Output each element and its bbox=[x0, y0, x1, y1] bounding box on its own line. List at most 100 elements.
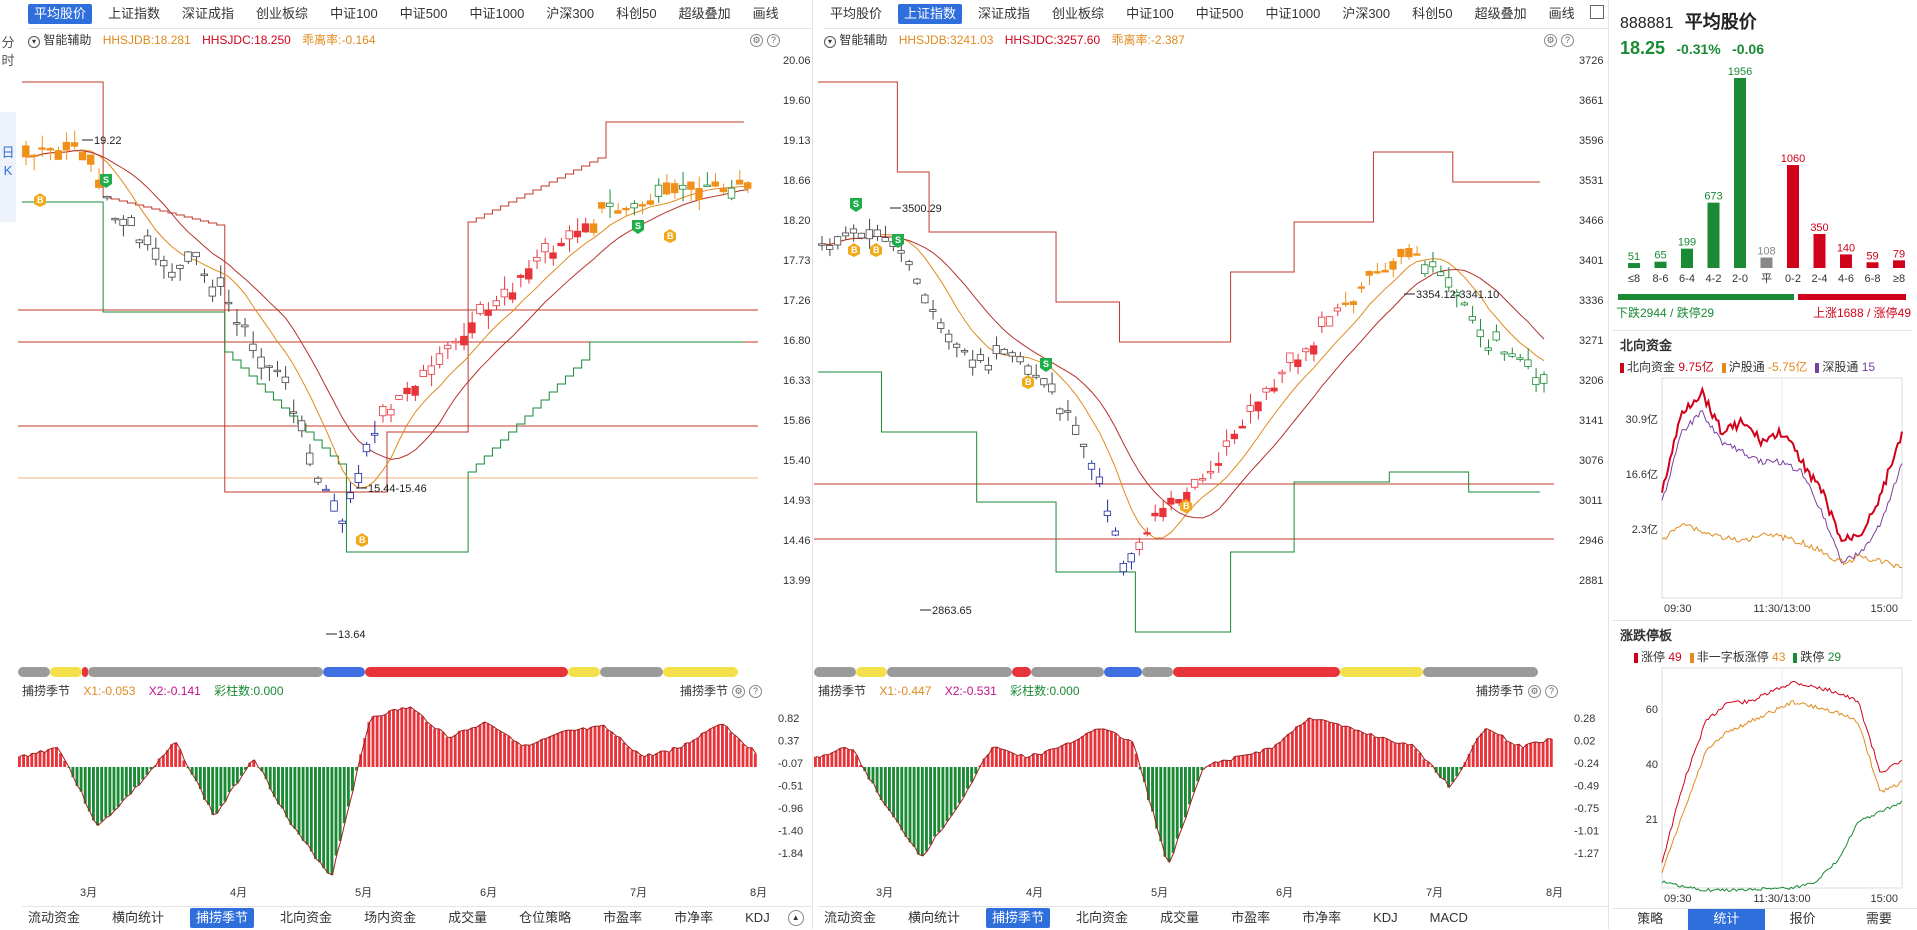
season-segment bbox=[50, 667, 82, 677]
oscillator-bar bbox=[754, 754, 757, 767]
left-bottom-tab-1[interactable]: 横向统计 bbox=[106, 908, 170, 928]
left-bottom-tab-4[interactable]: 场内资金 bbox=[358, 908, 422, 928]
price-axis-label: 19.13 bbox=[783, 135, 810, 147]
oscillator-bar bbox=[843, 747, 846, 767]
help-icon[interactable]: ? bbox=[749, 685, 762, 698]
left-bottom-tab-8[interactable]: 市净率 bbox=[668, 908, 719, 928]
left-tab-7[interactable]: 沪深300 bbox=[540, 4, 600, 24]
right-tab-7[interactable]: 沪深300 bbox=[1336, 4, 1396, 24]
indicator-name[interactable]: 智能辅助 bbox=[839, 33, 887, 47]
right-tab-10[interactable]: 画线 bbox=[1543, 4, 1581, 24]
right-bottom-tab-1[interactable]: 横向统计 bbox=[902, 908, 966, 928]
left-tab-9[interactable]: 超级叠加 bbox=[673, 4, 737, 24]
right-tab-2[interactable]: 深证成指 bbox=[972, 4, 1036, 24]
left-tab-4[interactable]: 中证100 bbox=[324, 4, 384, 24]
sub-indicator-name[interactable]: 捕捞季节 bbox=[818, 684, 866, 698]
left-bottom-tab-6[interactable]: 仓位策略 bbox=[513, 908, 577, 928]
collapse-icon[interactable]: ▾ bbox=[824, 36, 836, 48]
candle-body bbox=[826, 245, 832, 249]
oscillator-bar bbox=[207, 767, 210, 805]
window-icon[interactable] bbox=[1590, 5, 1604, 19]
collapse-icon[interactable]: ▾ bbox=[28, 36, 40, 48]
left-tab-0[interactable]: 平均股价 bbox=[28, 4, 92, 24]
right-tab-1[interactable]: 上证指数 bbox=[898, 4, 962, 24]
candle-body bbox=[71, 143, 78, 147]
settings-icon[interactable]: ⚙ bbox=[732, 685, 745, 698]
left-kline-chart[interactable]: 20.0619.6019.1318.6618.2017.7317.2616.80… bbox=[18, 52, 810, 662]
right-tab-8[interactable]: 科创50 bbox=[1406, 4, 1458, 24]
help-icon[interactable]: ? bbox=[1545, 685, 1558, 698]
right-tab-9[interactable]: 超级叠加 bbox=[1469, 4, 1533, 24]
oscillator-bar bbox=[594, 726, 597, 767]
oscillator-bar bbox=[569, 730, 572, 767]
oscillator-bar bbox=[1246, 755, 1249, 767]
settings-icon[interactable]: ⚙? bbox=[1540, 30, 1574, 50]
side-tab-daily-k[interactable]: 日K bbox=[0, 112, 16, 222]
sidebar-tab-0[interactable]: 策略 bbox=[1612, 909, 1688, 930]
settings-icon[interactable]: ⚙? bbox=[746, 30, 780, 50]
right-bottom-tab-4[interactable]: 成交量 bbox=[1154, 908, 1205, 928]
month-axis-label: 8月 bbox=[750, 887, 767, 899]
left-tab-6[interactable]: 中证1000 bbox=[463, 4, 530, 24]
right-bottom-tab-0[interactable]: 流动资金 bbox=[818, 908, 882, 928]
price-axis-label: 16.33 bbox=[783, 375, 810, 387]
oscillator-bar bbox=[528, 745, 531, 767]
season-segment bbox=[18, 667, 50, 677]
settings-icon[interactable]: ⚙ bbox=[1528, 685, 1541, 698]
left-bottom-tab-5[interactable]: 成交量 bbox=[442, 908, 493, 928]
distribution-category: 2-0 bbox=[1732, 273, 1748, 285]
candle-body bbox=[542, 243, 549, 251]
left-indicator-bar: ▾ 智能辅助 HHSJDB:18.281 HHSJDC:18.250 乖离率:-… bbox=[28, 30, 808, 50]
right-bottom-tab-2[interactable]: 捕捞季节 bbox=[986, 908, 1050, 928]
left-bottom-tab-0[interactable]: 流动资金 bbox=[22, 908, 86, 928]
side-tab-fenshi[interactable]: 分时 bbox=[0, 34, 16, 74]
sidebar-tab-2[interactable]: 报价 bbox=[1765, 909, 1841, 930]
sidebar-tab-3[interactable]: 需要 bbox=[1841, 909, 1917, 930]
oscillator-bar bbox=[1513, 745, 1516, 767]
left-bottom-tab-7[interactable]: 市盈率 bbox=[597, 908, 648, 928]
sidebar-bottom-tabs: 策略统计报价需要 bbox=[1612, 908, 1917, 930]
scroll-up-icon[interactable]: ▲ bbox=[788, 910, 804, 926]
y-axis-label: 40 bbox=[1646, 759, 1658, 771]
oscillator-bar bbox=[1266, 748, 1269, 767]
candle-body bbox=[1001, 349, 1007, 354]
oscillator-bar bbox=[892, 767, 895, 817]
left-bottom-tab-2[interactable]: 捕捞季节 bbox=[190, 908, 254, 928]
right-tab-3[interactable]: 创业板综 bbox=[1046, 4, 1110, 24]
left-tab-10[interactable]: 画线 bbox=[747, 4, 785, 24]
right-bottom-tab-3[interactable]: 北向资金 bbox=[1070, 908, 1134, 928]
oscillator-bar bbox=[92, 767, 95, 820]
help-icon[interactable]: ? bbox=[1561, 34, 1574, 47]
oscillator-bar bbox=[950, 767, 953, 816]
sidebar-tab-1[interactable]: 统计 bbox=[1688, 909, 1764, 930]
oscillator-bar bbox=[1110, 731, 1113, 767]
sub-indicator-name[interactable]: 捕捞季节 bbox=[22, 684, 70, 698]
right-tab-4[interactable]: 中证100 bbox=[1120, 4, 1180, 24]
left-tab-3[interactable]: 创业板综 bbox=[250, 4, 314, 24]
oscillator-bar bbox=[22, 755, 25, 767]
sub-indicator-controls[interactable]: 捕捞季节⚙? bbox=[1476, 681, 1558, 701]
oscillator-bar bbox=[343, 767, 346, 823]
candle-body bbox=[1287, 353, 1293, 362]
right-bottom-tab-7[interactable]: KDJ bbox=[1367, 908, 1404, 928]
right-tab-5[interactable]: 中证500 bbox=[1190, 4, 1250, 24]
right-tab-6[interactable]: 中证1000 bbox=[1259, 4, 1326, 24]
sub-indicator-controls[interactable]: 捕捞季节⚙? bbox=[680, 681, 762, 701]
left-tab-1[interactable]: 上证指数 bbox=[102, 4, 166, 24]
right-bottom-tab-6[interactable]: 市净率 bbox=[1296, 908, 1347, 928]
left-tab-8[interactable]: 科创50 bbox=[610, 4, 662, 24]
oscillator-bar bbox=[888, 767, 891, 811]
right-bottom-tab-5[interactable]: 市盈率 bbox=[1225, 908, 1276, 928]
indicator-name[interactable]: 智能辅助 bbox=[43, 33, 91, 47]
help-icon[interactable]: ? bbox=[767, 34, 780, 47]
distribution-category: 8-6 bbox=[1653, 273, 1669, 285]
left-bottom-tab-3[interactable]: 北向资金 bbox=[274, 908, 338, 928]
left-tab-2[interactable]: 深证成指 bbox=[176, 4, 240, 24]
left-bottom-tab-9[interactable]: KDJ bbox=[739, 908, 776, 928]
left-tab-5[interactable]: 中证500 bbox=[394, 4, 454, 24]
right-bottom-tab-8[interactable]: MACD bbox=[1424, 908, 1474, 928]
right-tab-0[interactable]: 平均股价 bbox=[824, 4, 888, 24]
right-kline-chart[interactable]: 3726366135963531346634013336327132063141… bbox=[814, 52, 1606, 662]
